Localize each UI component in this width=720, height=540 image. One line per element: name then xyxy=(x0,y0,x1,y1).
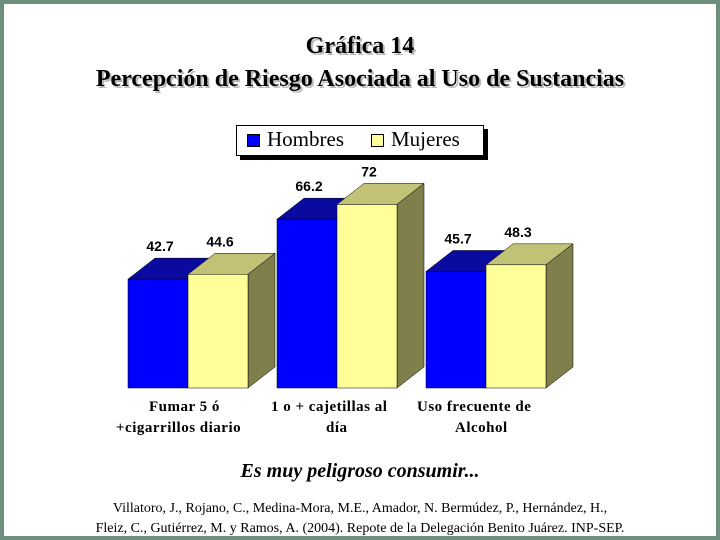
data-label-1-1: 42.7 xyxy=(146,238,173,254)
data-label-2-2: 72 xyxy=(361,163,377,179)
bar-2-1 xyxy=(276,218,338,389)
bar-2-2 xyxy=(336,204,398,389)
bar-side-1-2 xyxy=(247,252,276,389)
bar-1-1 xyxy=(127,278,189,389)
legend-swatch-hombres xyxy=(247,134,260,147)
data-label-2-1: 66.2 xyxy=(295,178,322,194)
category-label-2-line1: 1 o + cajetillas al xyxy=(271,399,388,415)
bar-chart: 42.7 44.6 66.2 72 45.7 48.3 xyxy=(127,163,574,389)
bar-3-2 xyxy=(485,264,547,389)
category-label-1-line2: +cigarrillos diario xyxy=(116,420,242,436)
chart-title: Gráfica 14 xyxy=(305,33,415,59)
data-label-3-2: 48.3 xyxy=(504,224,531,240)
bar-3-1 xyxy=(425,271,487,389)
legend: Hombres Mujeres xyxy=(236,125,484,156)
category-label-1-line1: Fumar 5 ó xyxy=(149,399,220,415)
slide: Gráfica 14 Percepción de Riesgo Asociada… xyxy=(4,4,716,536)
data-label-1-2: 44.6 xyxy=(206,233,233,249)
bar-1-2 xyxy=(187,274,249,389)
bar-side-3-2 xyxy=(545,243,574,389)
caption: Es muy peligroso consumir... xyxy=(240,460,480,482)
data-label-3-1: 45.7 xyxy=(444,230,471,246)
legend-label-mujeres: Mujeres xyxy=(391,127,460,151)
chart-subtitle: Percepción de Riesgo Asociada al Uso de … xyxy=(95,66,625,92)
bar-side-2-2 xyxy=(396,182,425,389)
legend-label-hombres: Hombres xyxy=(267,127,344,151)
category-label-2-line2: día xyxy=(326,420,348,436)
category-label-3-line2: Alcohol xyxy=(455,420,508,436)
reference-line-1: Villatoro, J., Rojano, C., Medina-Mora, … xyxy=(112,501,608,516)
legend-swatch-mujeres xyxy=(371,134,384,147)
category-label-3-line1: Uso frecuente de xyxy=(417,399,532,415)
reference-line-2: Fleiz, C., Gutiérrez, M. y Ramos, A. (20… xyxy=(95,521,625,536)
